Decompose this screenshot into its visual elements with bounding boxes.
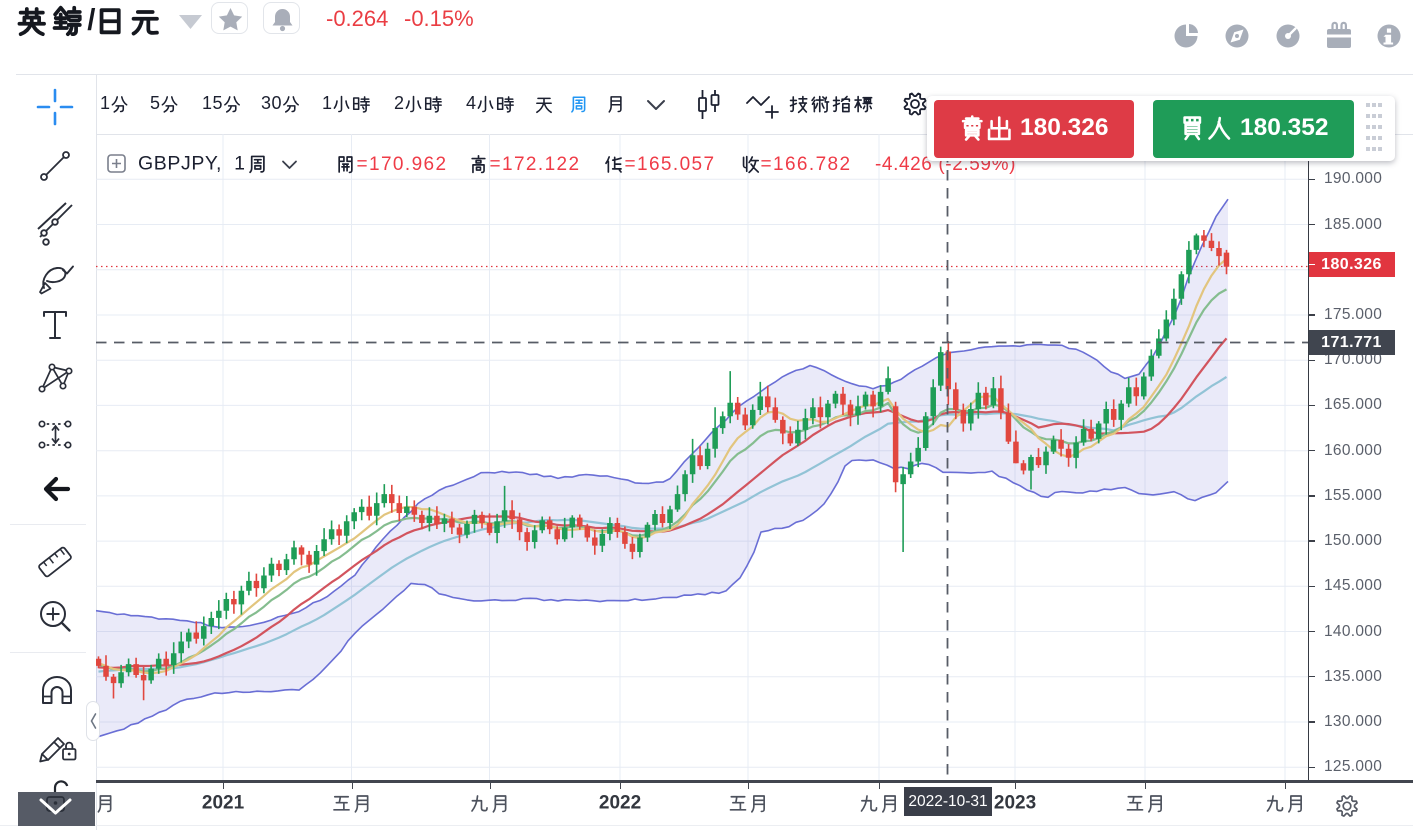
svg-text:2021: 2021 — [202, 792, 245, 813]
svg-text:2022: 2022 — [599, 792, 641, 813]
svg-text:180.352: 180.352 — [1240, 114, 1329, 141]
svg-text:2023: 2023 — [994, 792, 1036, 813]
svg-text:180.326: 180.326 — [1020, 114, 1109, 141]
